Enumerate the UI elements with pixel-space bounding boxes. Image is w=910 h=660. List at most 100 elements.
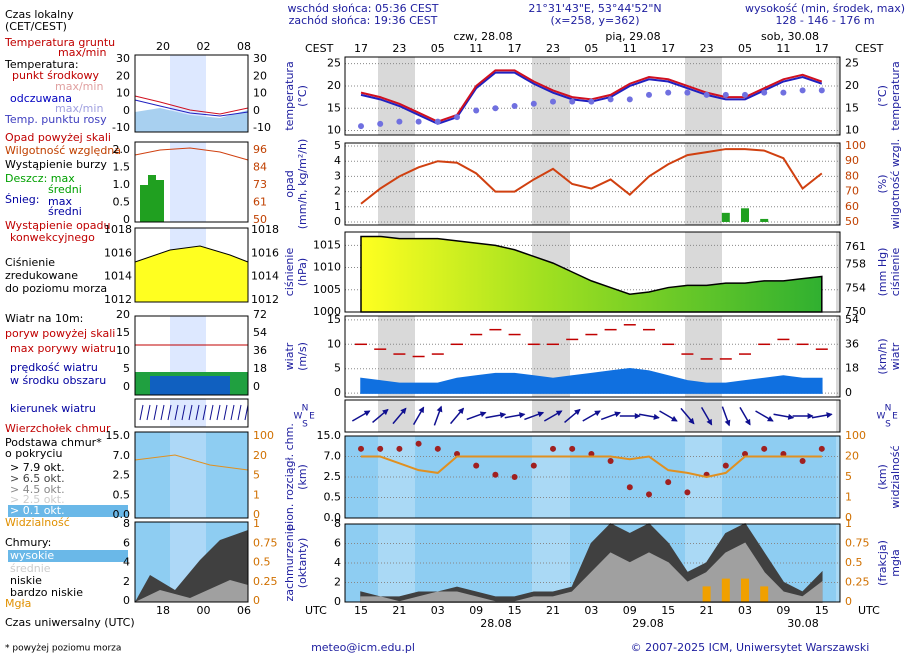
- mini-shape: [160, 404, 165, 421]
- wind-arrow: [811, 412, 833, 419]
- x-tick-label: 15: [661, 604, 675, 617]
- mini-frame: [134, 398, 249, 428]
- arrow-head: [574, 408, 581, 416]
- y-axis-label: wiatr: [283, 342, 296, 370]
- legend-text: Śnieg:: [5, 193, 39, 206]
- compass-label: W: [877, 412, 886, 422]
- night-band: [685, 143, 722, 225]
- mini-tick-label: 6: [123, 536, 130, 549]
- sunset: zachód słońca: 19:36 CEST: [289, 14, 438, 27]
- legend-text: Podstawa chmur*: [5, 436, 102, 449]
- y-tick-label: 1010: [313, 261, 341, 274]
- arrow-head: [400, 407, 407, 415]
- dot: [492, 105, 499, 112]
- mini-night: [170, 142, 206, 222]
- dot: [607, 96, 614, 103]
- mini-tick-label: 0: [123, 380, 130, 393]
- y2-tick-label: 25: [845, 57, 859, 70]
- mini-tick-label: 00: [197, 604, 211, 617]
- legend-text: Czas lokalny: [5, 8, 74, 21]
- arrow-head: [537, 411, 545, 418]
- wind-arrow: [485, 412, 507, 419]
- arrow-head: [418, 406, 425, 414]
- mini-tick-label: 1: [253, 517, 260, 530]
- mini-frame: [134, 141, 249, 223]
- legend-text: średni: [48, 183, 82, 196]
- bar: [760, 218, 769, 222]
- mini-shape: [134, 454, 249, 471]
- mini-tick-label: 18: [156, 604, 170, 617]
- y-axis-label: (km): [296, 464, 309, 490]
- y-tick-label: 8: [334, 517, 341, 530]
- wind-arrow: [600, 411, 621, 421]
- y2-tick-label: 750: [845, 305, 866, 318]
- mini-tick-label: 18: [253, 362, 267, 375]
- x-tick-label: 15: [508, 604, 522, 617]
- y2-tick-label: 100: [845, 139, 866, 152]
- legend-text: Wilgotność względna: [5, 144, 121, 157]
- bar: [741, 578, 749, 602]
- bar: [741, 208, 749, 222]
- y-axis-label: (hPa): [296, 258, 309, 286]
- mini-frame: [134, 227, 249, 303]
- y2-tick-label: 0.75: [845, 537, 870, 550]
- x-tick-label: 23: [392, 42, 406, 55]
- dot: [530, 462, 537, 469]
- dot: [665, 479, 672, 486]
- dot: [377, 120, 384, 127]
- compass-label: E: [309, 412, 315, 422]
- mini-tick-label: 61: [253, 196, 267, 209]
- mini-shape: [140, 175, 164, 222]
- dot: [646, 91, 652, 98]
- dot: [454, 114, 460, 121]
- arrow-head: [688, 417, 695, 425]
- legend-text: Wiatr na 10m:: [5, 312, 83, 325]
- wind-arrow: [351, 410, 371, 422]
- mini-shape: [139, 404, 144, 421]
- legend-text: o pokryciu: [5, 447, 62, 460]
- arrow-head: [519, 412, 526, 419]
- y-axis-label: (°C): [296, 85, 309, 107]
- line: [360, 148, 823, 205]
- mini-tick-label: 20: [116, 308, 130, 321]
- wind-arrow: [543, 410, 563, 422]
- legend-text: Temperatura:: [4, 58, 79, 71]
- night-band: [836, 400, 840, 432]
- wind-arrow: [449, 407, 465, 425]
- mini-shape: [135, 530, 248, 602]
- mini-tick-label: 0: [253, 380, 260, 393]
- y-tick-label: 0.5: [324, 491, 342, 504]
- mini-shape: [150, 376, 230, 395]
- legend-text: (CET/CEST): [5, 20, 67, 33]
- mini-tick-label: 10: [116, 344, 130, 357]
- dot: [742, 91, 748, 98]
- wind-arrow: [582, 410, 601, 422]
- dot: [415, 440, 422, 447]
- arrow-head: [653, 413, 660, 420]
- mini-tick-label: 0: [253, 104, 260, 117]
- legend-text: bardzo niskie: [10, 586, 83, 599]
- wind-arrow: [619, 413, 641, 419]
- y2-tick-label: 10: [845, 124, 859, 137]
- legend-text: poryw powyżej skali: [5, 327, 115, 340]
- mini-tick-label: 72: [253, 308, 267, 321]
- mini-tick-label: 96: [253, 143, 267, 156]
- panel-frame: [344, 56, 841, 136]
- legend-text: > 7.9 okt.: [10, 461, 65, 474]
- mini-tick-label: 0.5: [113, 196, 131, 209]
- mini-tick-label: 0.25: [253, 575, 278, 588]
- x-tick-label: 23: [700, 42, 714, 55]
- y2-tick-label: 0.5: [845, 556, 863, 569]
- wind-arrow: [564, 408, 581, 424]
- legend-text: > 6.5 okt.: [10, 472, 65, 485]
- mini-shape: [202, 404, 207, 421]
- legend-text: średni: [48, 205, 82, 218]
- mini-shape: [134, 99, 249, 117]
- legend-text: wysokie: [10, 549, 54, 562]
- y-tick-label: 25: [327, 57, 341, 70]
- mini-tick-label: 1014: [251, 270, 279, 283]
- dot: [722, 462, 729, 469]
- dot: [761, 445, 768, 452]
- panel-frame: [344, 399, 841, 433]
